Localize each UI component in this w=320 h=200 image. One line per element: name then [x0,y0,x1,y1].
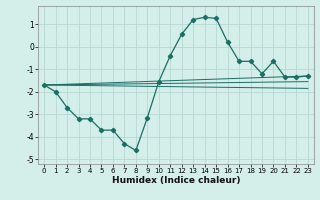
X-axis label: Humidex (Indice chaleur): Humidex (Indice chaleur) [112,176,240,185]
